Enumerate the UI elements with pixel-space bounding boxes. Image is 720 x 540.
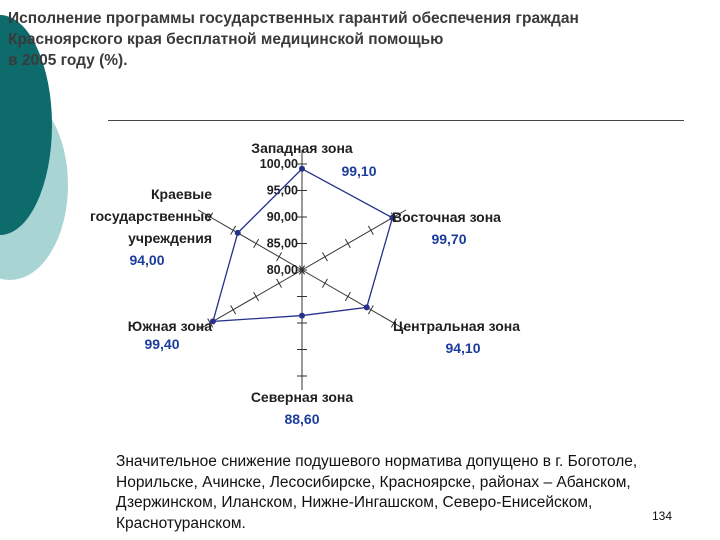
radar-tick-mark xyxy=(299,265,305,275)
radar-tick-mark xyxy=(207,318,214,328)
radar-tick-mark xyxy=(276,278,282,288)
radar-category-label-3: Северная зона xyxy=(251,389,354,405)
radar-tick-mark xyxy=(276,252,282,262)
radar-tick-mark xyxy=(322,278,328,288)
radar-tick-mark xyxy=(344,238,351,249)
radar-point-0 xyxy=(299,165,305,172)
radar-point-2 xyxy=(363,304,370,311)
radar-value-label-4: 99,40 xyxy=(144,336,179,352)
radar-tick-mark xyxy=(367,225,374,235)
radar-point-1 xyxy=(389,214,396,221)
slide-body-text: Значительное снижение подушевого нормати… xyxy=(116,453,638,532)
radar-tick-mark xyxy=(253,238,260,249)
radar-category-label-line: Восточная зона xyxy=(392,209,501,225)
radar-value-label-2: 94,10 xyxy=(445,340,480,356)
radar-tick-mark xyxy=(230,305,237,315)
radar-category-label-line: Центральная зона xyxy=(393,318,520,334)
radar-tick-mark xyxy=(207,212,214,222)
radar-tick-label: 95,00 xyxy=(267,184,298,198)
radar-labels: Западная зона 99,10 Восточная зона 99,70 Цен… xyxy=(90,140,520,427)
radar-tick-label: 80,00 xyxy=(267,263,298,277)
radar-tick-mark xyxy=(322,252,328,262)
radar-axis-1 xyxy=(301,209,407,271)
radar-axis-2 xyxy=(301,269,407,331)
radar-category-label-line: Краевые xyxy=(151,186,212,202)
radar-category-label-line: Северная зона xyxy=(251,389,354,405)
radar-series xyxy=(209,165,396,325)
title-divider xyxy=(108,120,684,121)
radar-point-3 xyxy=(299,312,305,319)
page-number: 134 xyxy=(652,509,673,523)
radar-category-label-2: Центральная зона xyxy=(393,318,520,334)
radar-category-label-0: Западная зона xyxy=(251,140,353,156)
decorative-teal-shapes xyxy=(0,15,68,280)
radar-category-label-line: государственные xyxy=(90,208,212,224)
radar-tick-mark xyxy=(230,225,237,235)
radar-category-label-4: Южная зона xyxy=(128,318,212,334)
radar-category-label-line: учреждения xyxy=(128,230,212,246)
radar-value-label-1: 99,70 xyxy=(431,231,466,247)
radar-tick-label: 85,00 xyxy=(267,237,298,251)
radar-tick-label: 90,00 xyxy=(267,210,298,224)
radar-series-polygon xyxy=(212,167,394,323)
slide-title: Исполнение программы государственных гар… xyxy=(8,10,579,69)
radar-tick-mark xyxy=(253,291,260,302)
radar-category-label-1: Восточная зона xyxy=(392,209,501,225)
radar-axis-5 xyxy=(197,209,303,271)
teal-dark-ellipse xyxy=(0,15,52,235)
radar-value-label-3: 88,60 xyxy=(284,411,319,427)
radar-tick-mark xyxy=(367,305,374,315)
radar-category-label-5: Краевые государственные учреждения xyxy=(90,186,212,246)
radar-category-label-line: Западная зона xyxy=(251,140,353,156)
radar-grid: 80,00 85,00 90,00 95,00 100,00 xyxy=(197,150,407,390)
radar-point-4 xyxy=(209,318,216,325)
radar-tick-label: 100,00 xyxy=(260,157,298,171)
radar-point-5 xyxy=(234,229,241,236)
radar-value-label-0: 99,10 xyxy=(341,163,376,179)
radar-tick-mark xyxy=(390,318,397,328)
radar-tick-mark xyxy=(344,291,351,302)
radar-category-label-line: Южная зона xyxy=(128,318,212,334)
radar-value-label-5: 94,00 xyxy=(129,252,164,268)
radar-chart: 80,00 85,00 90,00 95,00 100,00 Западная зона… xyxy=(90,140,520,427)
